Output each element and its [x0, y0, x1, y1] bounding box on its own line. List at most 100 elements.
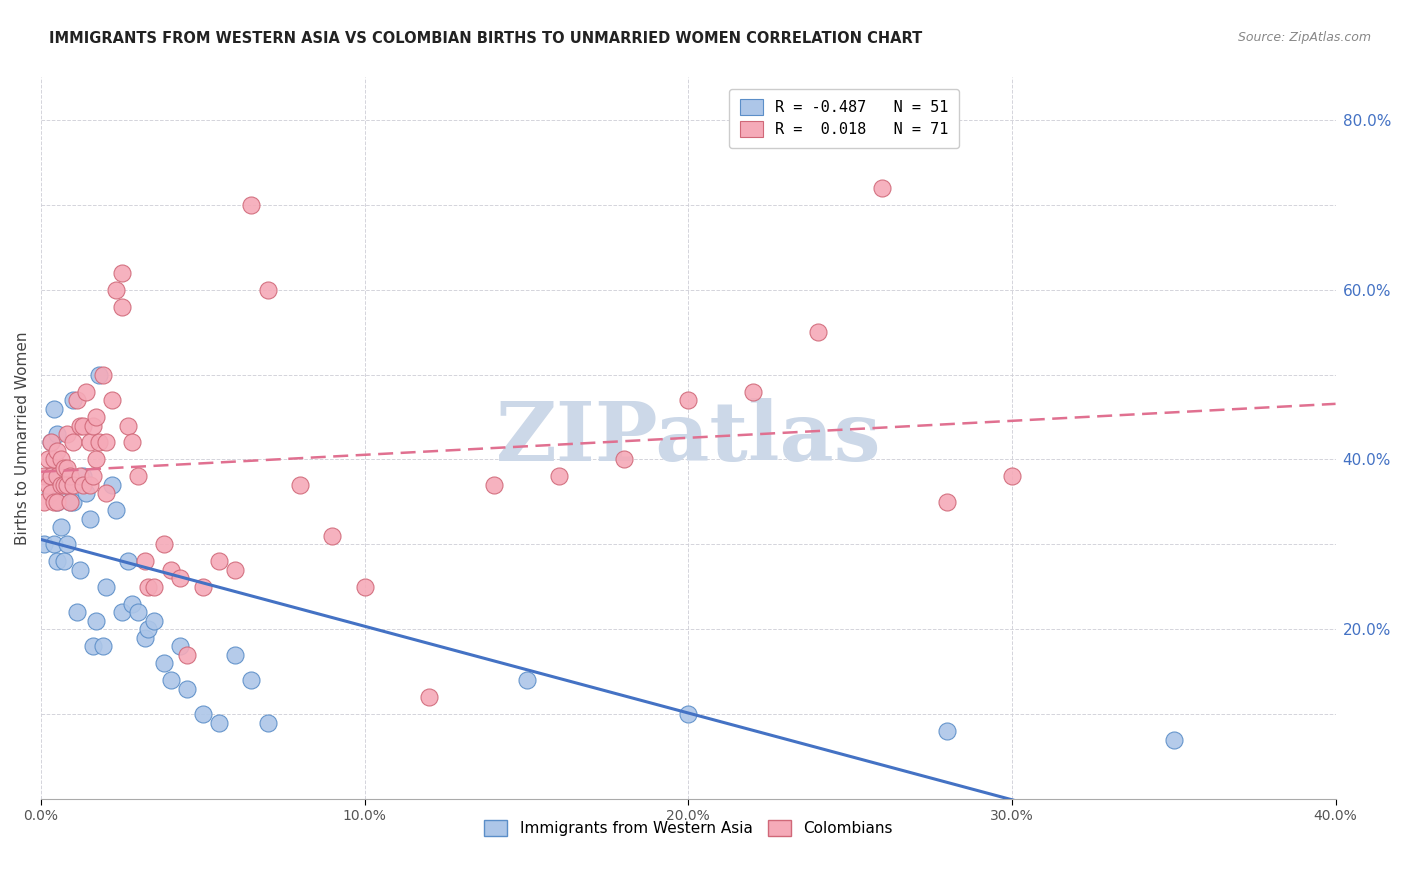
Point: [46, 444, 69, 458]
Point: [56, 427, 79, 442]
Point: [79, 512, 101, 526]
Point: [240, 673, 263, 688]
Point: [34, 495, 56, 509]
Point: [62, 495, 84, 509]
Point: [127, 605, 149, 619]
Point: [66, 392, 89, 407]
Point: [72, 478, 94, 492]
Point: [56, 537, 79, 551]
Point: [42, 452, 65, 467]
Point: [807, 325, 830, 339]
Point: [94, 486, 117, 500]
Point: [39, 486, 62, 500]
Y-axis label: Births to Unmarried Women: Births to Unmarried Women: [15, 332, 30, 545]
Point: [84, 452, 107, 467]
Point: [46, 427, 69, 442]
Point: [39, 486, 62, 500]
Text: Source: ZipAtlas.com: Source: ZipAtlas.com: [1237, 31, 1371, 45]
Point: [52, 478, 75, 492]
Point: [59, 469, 82, 483]
Point: [59, 495, 82, 509]
Point: [39, 435, 62, 450]
Point: [39, 435, 62, 450]
Point: [42, 401, 65, 416]
Point: [288, 478, 311, 492]
Point: [46, 495, 69, 509]
Point: [52, 554, 75, 568]
Point: [56, 478, 79, 492]
Point: [256, 715, 278, 730]
Point: [75, 384, 97, 399]
Point: [91, 368, 114, 382]
Point: [84, 614, 107, 628]
Point: [82, 639, 104, 653]
Point: [678, 707, 700, 722]
Point: [176, 681, 198, 696]
Point: [111, 605, 134, 619]
Point: [143, 580, 166, 594]
Point: [72, 418, 94, 433]
Point: [62, 435, 84, 450]
Point: [101, 392, 124, 407]
Point: [94, 435, 117, 450]
Point: [208, 715, 231, 730]
Point: [136, 622, 159, 636]
Point: [56, 461, 79, 475]
Point: [49, 478, 72, 492]
Point: [1001, 469, 1024, 483]
Point: [353, 580, 375, 594]
Point: [34, 469, 56, 483]
Point: [69, 418, 91, 433]
Point: [111, 300, 134, 314]
Point: [208, 554, 231, 568]
Point: [1163, 732, 1185, 747]
Point: [515, 673, 537, 688]
Point: [159, 563, 181, 577]
Point: [66, 605, 89, 619]
Point: [678, 392, 700, 407]
Point: [191, 580, 214, 594]
Point: [153, 657, 176, 671]
Point: [936, 495, 959, 509]
Point: [224, 648, 246, 662]
Point: [46, 495, 69, 509]
Point: [936, 724, 959, 739]
Point: [101, 478, 124, 492]
Point: [117, 418, 139, 433]
Point: [256, 283, 278, 297]
Point: [82, 469, 104, 483]
Point: [121, 435, 143, 450]
Point: [240, 198, 263, 212]
Point: [104, 283, 127, 297]
Point: [159, 673, 181, 688]
Point: [121, 597, 143, 611]
Point: [72, 469, 94, 483]
Point: [37, 452, 59, 467]
Point: [52, 478, 75, 492]
Point: [46, 554, 69, 568]
Point: [62, 478, 84, 492]
Point: [49, 469, 72, 483]
Point: [79, 478, 101, 492]
Point: [134, 554, 156, 568]
Point: [59, 469, 82, 483]
Point: [49, 520, 72, 534]
Text: IMMIGRANTS FROM WESTERN ASIA VS COLOMBIAN BIRTHS TO UNMARRIED WOMEN CORRELATION : IMMIGRANTS FROM WESTERN ASIA VS COLOMBIA…: [49, 31, 922, 46]
Point: [75, 486, 97, 500]
Point: [42, 495, 65, 509]
Point: [84, 410, 107, 425]
Point: [224, 563, 246, 577]
Point: [127, 469, 149, 483]
Point: [79, 435, 101, 450]
Text: ZIPatlas: ZIPatlas: [495, 398, 882, 478]
Point: [34, 537, 56, 551]
Point: [62, 392, 84, 407]
Point: [613, 452, 636, 467]
Point: [104, 503, 127, 517]
Point: [742, 384, 765, 399]
Point: [136, 580, 159, 594]
Point: [111, 266, 134, 280]
Point: [176, 648, 198, 662]
Point: [482, 478, 505, 492]
Point: [37, 469, 59, 483]
